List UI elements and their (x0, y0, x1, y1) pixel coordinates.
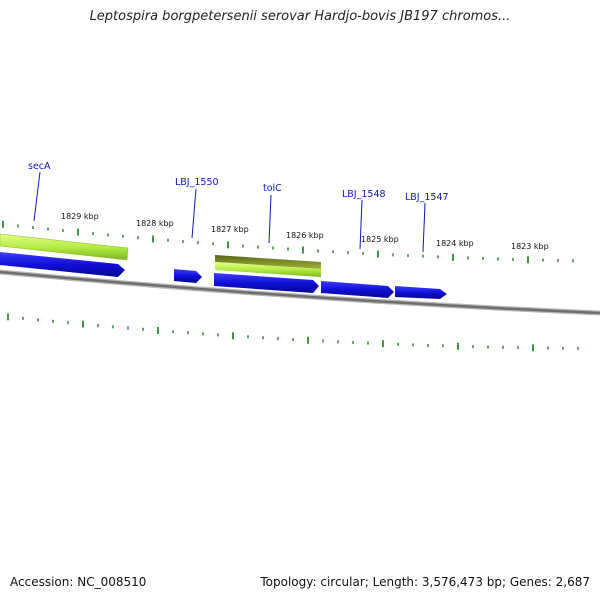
leader-line (191, 188, 197, 239)
gene-arrow-lbj1548[interactable] (321, 281, 394, 298)
kbp-label: 1828 kbp (136, 219, 174, 228)
gene-arrow-lbj1547[interactable] (395, 286, 447, 299)
gene-label-lbj1547[interactable]: LBJ_1547 (405, 192, 449, 203)
ruler-labels: 1829 kbp 1828 kbp 1827 kbp 1826 kbp 1825… (61, 212, 549, 251)
gene-track (0, 252, 447, 299)
kbp-label: 1824 kbp (436, 239, 474, 248)
feature-block-tolc-dark[interactable] (215, 255, 321, 269)
kbp-label: 1827 kbp (211, 225, 249, 234)
gene-label-lbj1548[interactable]: LBJ_1548 (342, 189, 386, 200)
gene-label-lbj1550[interactable]: LBJ_1550 (175, 177, 219, 188)
feature-track (0, 233, 321, 277)
kbp-label: 1823 kbp (511, 242, 549, 251)
gene-label-seca[interactable]: secA (28, 161, 51, 172)
gene-arrow-lbj1550[interactable] (174, 269, 202, 283)
leader-line (268, 194, 272, 244)
gene-arrow-tolc[interactable] (214, 273, 319, 293)
backbone-arc (0, 269, 600, 316)
upper-ruler (2, 220, 574, 264)
kbp-label: 1829 kbp (61, 212, 99, 221)
leader-line (422, 202, 426, 253)
chromosome-title: Leptospira borgpetersenii serovar Hardjo… (89, 9, 511, 24)
leader-line (33, 171, 41, 222)
gene-labels: secA LBJ_1550 tolC LBJ_1548 LBJ_1547 (28, 161, 449, 253)
gene-arrow-seca[interactable] (0, 252, 125, 277)
kbp-label: 1825 kbp (361, 235, 399, 244)
accession-text: Accession: NC_008510 (10, 575, 147, 589)
feature-block-seca[interactable] (0, 233, 129, 261)
feature-block-tolc-light[interactable] (215, 262, 321, 277)
kbp-label: 1826 kbp (286, 231, 324, 240)
genome-summary-text: Topology: circular; Length: 3,576,473 bp… (260, 575, 590, 589)
gene-label-tolc[interactable]: tolC (263, 183, 282, 194)
leader-line (359, 199, 363, 250)
lower-ruler (7, 313, 579, 352)
